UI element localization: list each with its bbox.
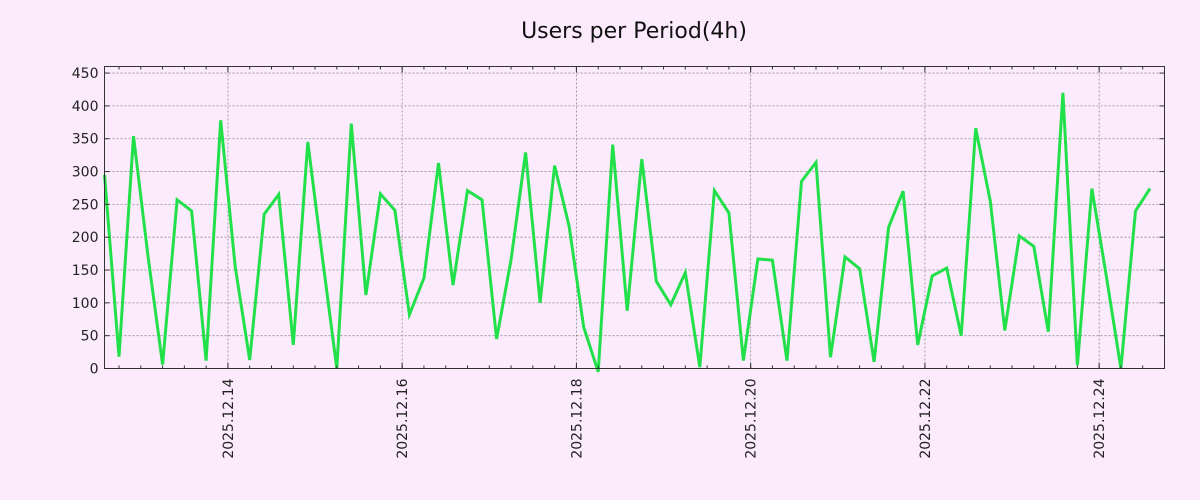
x-tick-label: 2025.12.16 bbox=[395, 378, 411, 458]
x-tick-label: 2025.12.22 bbox=[918, 379, 934, 459]
y-tick-label: 50 bbox=[81, 329, 99, 345]
y-tick-label: 0 bbox=[90, 362, 99, 378]
series-layer bbox=[103, 92, 1152, 373]
y-tick-label: 300 bbox=[72, 165, 99, 181]
series-line bbox=[103, 92, 1152, 373]
y-tick-label: 250 bbox=[72, 197, 99, 213]
x-tick-label: 2025.12.24 bbox=[1092, 378, 1108, 458]
y-tick-label: 400 bbox=[72, 99, 99, 115]
y-tick-label: 200 bbox=[72, 230, 99, 246]
chart-title: Users per Period(4h) bbox=[521, 19, 747, 44]
axes: 0 50 100 150 200 250 300 350 400 450 2025.12.14 202… bbox=[72, 66, 1165, 459]
x-tick-label: 2025.12.18 bbox=[569, 379, 585, 459]
y-tick-label: 450 bbox=[72, 66, 99, 82]
y-tick-label: 150 bbox=[72, 263, 99, 279]
y-tick-label: 100 bbox=[72, 296, 99, 312]
x-tick-label: 2025.12.14 bbox=[221, 378, 237, 458]
y-tick-label: 350 bbox=[72, 132, 99, 148]
x-tick-label: 2025.12.20 bbox=[744, 379, 760, 459]
plot-frame bbox=[104, 66, 1165, 369]
